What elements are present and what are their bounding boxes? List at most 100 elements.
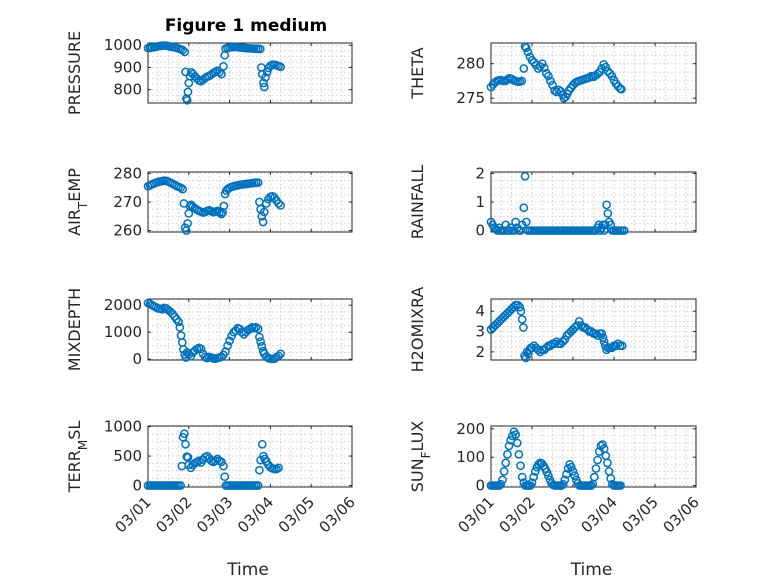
marker-3-64: [602, 200, 611, 210]
ytick-label-4-1: 1000: [104, 323, 142, 341]
xtick-label-7-4: 03/05: [619, 493, 662, 536]
xtick-label-7-2: 03/03: [537, 493, 580, 536]
marker-0-63: [259, 78, 268, 88]
marker-7-44: [558, 479, 568, 489]
marker-6-59: [255, 465, 264, 475]
marker-7-11: [504, 441, 514, 451]
marker-7-65: [593, 455, 602, 465]
marker-5-56: [593, 331, 602, 340]
marker-6-36: [210, 456, 220, 466]
marker-4-43: [225, 336, 234, 346]
marker-4-29: [196, 344, 206, 354]
marker-5-55: [591, 329, 600, 338]
ytick-label-6-1: 500: [113, 447, 142, 465]
marker-7-79: [616, 481, 625, 490]
marker-5-68: [613, 339, 623, 349]
ylabel-2: AIRTEMP: [65, 168, 90, 236]
marker-1-29: [544, 71, 553, 81]
marker-7-25: [527, 478, 537, 488]
xtick-label-7-0: 03/01: [455, 493, 498, 536]
marker-7-27: [530, 467, 540, 476]
marker-2-41: [219, 201, 229, 211]
marker-7-70: [601, 451, 611, 461]
marker-5-33: [546, 341, 555, 351]
marker-2-59: [253, 178, 263, 187]
marker-6-58: [253, 481, 263, 490]
marker-0-39: [215, 67, 224, 77]
marker-3-20: [519, 203, 529, 213]
ytick-label-2-0: 260: [113, 222, 142, 240]
xtick-label-6-2: 03/03: [193, 493, 236, 536]
marker-2-16: [176, 183, 185, 193]
ytick-label-3-0: 0: [475, 222, 485, 240]
marker-6-70: [274, 463, 283, 473]
axes-box-1: [490, 42, 697, 104]
marker-0-73: [276, 62, 285, 72]
axes-box-4: [147, 298, 353, 361]
marker-7-26: [529, 472, 538, 482]
marker-2-65: [261, 199, 271, 208]
marker-5-27: [533, 345, 543, 355]
marker-5-60: [599, 337, 609, 347]
ylabel-4: MIXDEPTH: [65, 288, 84, 371]
marker-7-73: [606, 474, 616, 483]
marker-1-31: [548, 80, 557, 90]
marker-4-58: [255, 332, 264, 342]
marker-0-17: [178, 45, 188, 55]
marker-1-18: [521, 43, 531, 53]
marker-5-35: [550, 339, 559, 349]
marker-7-45: [560, 475, 570, 485]
marker-2-64: [259, 207, 269, 217]
marker-2-62: [257, 211, 267, 221]
marker-4-15: [174, 317, 183, 327]
ytick-label-6-2: 1000: [104, 418, 142, 436]
ytick-label-0-1: 900: [113, 58, 142, 76]
marker-6-19: [179, 429, 189, 439]
marker-2-63: [258, 217, 268, 227]
marker-5-28: [535, 347, 545, 357]
subplot-2: 260 270 280 AIRTEMP: [65, 164, 353, 240]
marker-3-65: [603, 209, 613, 218]
marker-5-53: [587, 327, 596, 336]
marker-3-62: [599, 226, 609, 235]
marker-7-71: [603, 458, 612, 468]
marker-7-19: [517, 472, 527, 482]
marker-5-17: [519, 323, 528, 332]
marker-4-16: [175, 322, 185, 332]
marker-1-66: [617, 84, 626, 94]
ytick-label-4-2: 2000: [104, 296, 142, 314]
marker-7-35: [544, 471, 553, 481]
ytick-label-6-0: 0: [132, 477, 142, 495]
marker-4-69: [274, 351, 283, 361]
marker-7-16: [512, 438, 522, 448]
marker-7-9: [501, 458, 511, 468]
marker-6-16: [176, 481, 185, 490]
marker-5-58: [597, 329, 607, 338]
ylabel-3: RAINFALL: [408, 165, 427, 240]
marker-4-57: [253, 324, 263, 334]
marker-5-15: [516, 306, 526, 316]
marker-2-72: [276, 201, 285, 210]
marker-7-17: [514, 450, 524, 459]
marker-7-7: [498, 475, 507, 485]
marker-5-14: [515, 302, 525, 312]
marker-1-19: [523, 47, 533, 57]
marker-0-18: [180, 47, 190, 57]
marker-4-56: [251, 322, 261, 332]
marker-2-39: [217, 209, 226, 219]
ytick-label-2-2: 280: [113, 164, 142, 182]
marker-7-18: [516, 461, 525, 471]
marker-5-67: [611, 341, 621, 351]
marker-6-61: [257, 439, 267, 449]
marker-7-6: [496, 479, 506, 489]
marker-2-38: [215, 207, 224, 217]
marker-5-48: [576, 321, 586, 330]
xtick-label-6-3: 03/04: [234, 493, 277, 536]
ytick-label-1-0: 275: [456, 89, 485, 107]
ylabel-6: TERRMSL: [65, 421, 90, 494]
marker-0-65: [261, 73, 270, 82]
marker-5-11: [509, 302, 518, 312]
